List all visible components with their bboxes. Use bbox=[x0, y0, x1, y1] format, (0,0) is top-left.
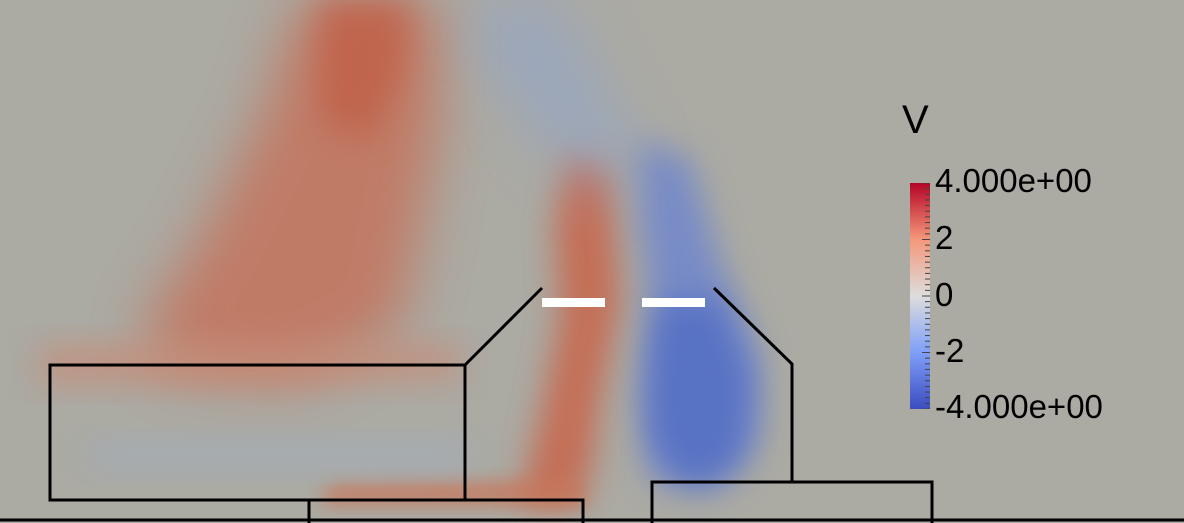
bottom-right-block bbox=[650, 480, 934, 523]
colorbar-max-label: 4.000e+00 bbox=[935, 162, 1092, 199]
colorbar-tick-0: 0 bbox=[935, 276, 954, 313]
bottom-center-block bbox=[307, 498, 585, 523]
colorbar-tick-2: 2 bbox=[935, 219, 954, 256]
vanes bbox=[542, 298, 705, 307]
left-box-outline bbox=[48, 363, 467, 502]
left-nozzle-wall bbox=[463, 286, 544, 367]
negative-core bbox=[650, 300, 750, 490]
colorbar bbox=[910, 183, 930, 409]
vane-left bbox=[542, 298, 605, 307]
negative-strip-box bbox=[90, 440, 470, 470]
geometry-outlines bbox=[0, 286, 1184, 523]
velocity-contours bbox=[40, 0, 760, 510]
colorbar-min-label: -4.000e+00 bbox=[935, 388, 1103, 425]
right-nozzle-wall bbox=[712, 286, 794, 482]
negative-plume-top bbox=[470, 0, 640, 200]
colorbar-tick-neg2: -2 bbox=[935, 332, 965, 369]
positive-core-top bbox=[320, 0, 410, 140]
positive-column-center bbox=[520, 150, 620, 510]
vane-right bbox=[642, 298, 705, 307]
legend-title: V bbox=[902, 98, 929, 142]
